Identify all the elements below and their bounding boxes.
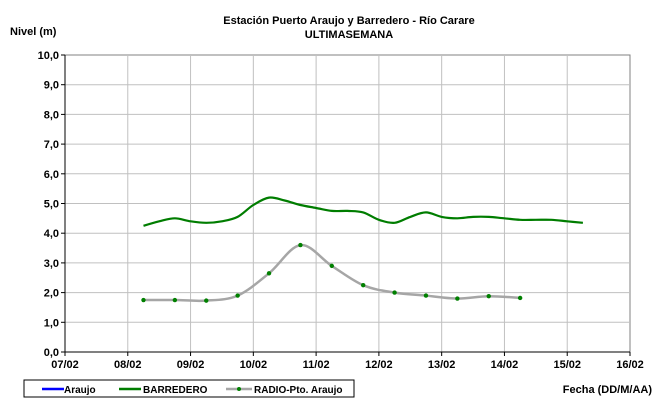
data-point-radio-pto-araujo: [204, 298, 209, 303]
y-tick-label: 5,0: [44, 199, 59, 211]
series-line-barredero: [143, 196, 583, 227]
data-point-radio-pto-araujo: [517, 295, 523, 301]
x-tick-label: 07/02: [51, 359, 79, 371]
x-tick-label: 16/02: [616, 359, 644, 371]
data-point-radio-pto-araujo: [235, 293, 240, 298]
data-point-radio-pto-araujo: [423, 293, 429, 298]
x-tick-label: 13/02: [428, 359, 456, 371]
y-tick-label: 6,0: [44, 169, 59, 181]
x-tick-label: 10/02: [240, 359, 268, 371]
series-markers: [141, 242, 523, 303]
y-tick-label: 1,0: [44, 317, 59, 329]
x-axis-label: Fecha (DD/M/AA): [563, 384, 653, 396]
legend-box: [23, 379, 355, 398]
data-point-radio-pto-araujo: [172, 297, 178, 303]
axes: 0,0 1,0 2,0 3,0 4,0 5,0 6,0 7,0 8,0 9,0 10,0 07/02 0…: [38, 50, 644, 371]
legend-label-radio: RADIO-Pto. Araujo: [254, 385, 343, 396]
data-point-radio-pto-araujo: [392, 290, 397, 295]
y-tick-label: 0,0: [44, 347, 59, 359]
data-point-radio-pto-araujo: [360, 282, 366, 288]
y-tick-label: 9,0: [44, 80, 59, 92]
y-tick-label: 10,0: [38, 50, 59, 62]
data-point-radio-pto-araujo: [455, 296, 460, 301]
y-axis-label: Nivel (m): [10, 26, 57, 38]
x-tick-label: 11/02: [303, 359, 330, 371]
x-tick-label: 09/02: [177, 359, 205, 371]
x-tick-label: 15/02: [553, 359, 581, 371]
grid: [64, 54, 631, 353]
x-tick-label: 12/02: [365, 359, 393, 371]
legend-marker-radio: [237, 387, 241, 391]
data-point-radio-pto-araujo: [486, 293, 491, 299]
legend: Araujo BARREDERO RADIO-Pto. Araujo: [23, 379, 355, 398]
x-tick-label: 14/02: [491, 359, 519, 371]
chart-title: Estación Puerto Araujo y Barredero - Río…: [223, 15, 474, 27]
data-point-radio-pto-araujo: [141, 297, 146, 303]
data-point-radio-pto-araujo: [266, 271, 272, 276]
y-tick-label: 8,0: [44, 109, 59, 121]
y-tick-label: 3,0: [44, 258, 59, 270]
y-tick-label: 4,0: [44, 228, 59, 240]
legend-label-barredero: BARREDERO: [143, 385, 208, 396]
data-point-radio-pto-araujo: [298, 242, 303, 248]
x-tick-label: 08/02: [114, 359, 142, 371]
legend-label-araujo: Araujo: [64, 385, 96, 396]
y-tick-label: 2,0: [44, 288, 59, 300]
chart-subtitle: ULTIMASEMANA: [305, 29, 393, 41]
y-tick-label: 7,0: [44, 139, 59, 151]
data-point-radio-pto-araujo: [329, 263, 335, 269]
